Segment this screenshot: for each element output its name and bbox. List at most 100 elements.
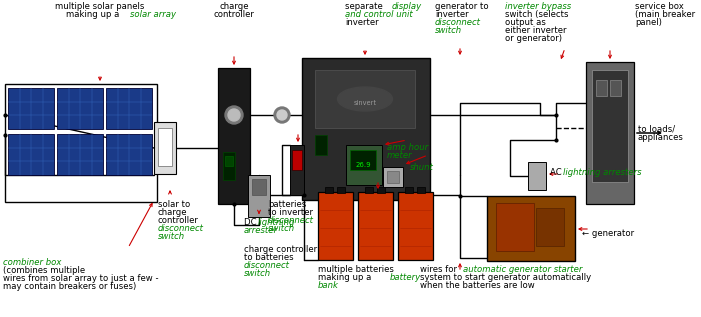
Text: charge: charge [158,208,187,217]
Text: making up a: making up a [318,273,374,282]
Text: making up a: making up a [66,10,122,19]
Text: AC: AC [550,168,564,177]
Text: may contain breakers or fuses): may contain breakers or fuses) [3,282,136,291]
Bar [302,58,430,200]
Text: output as: output as [505,18,546,27]
Bar [405,187,413,193]
Text: solar array: solar array [130,10,176,19]
Bar [318,192,353,260]
Bar [350,150,376,170]
Text: or generator): or generator) [505,34,562,43]
Bar [8,134,54,175]
Text: shunt: shunt [410,163,434,172]
Bar [106,88,152,129]
Bar [387,171,399,183]
Bar [315,70,415,128]
Bar [8,88,54,129]
Text: inverter bypass: inverter bypass [505,2,571,11]
Ellipse shape [337,87,393,111]
Bar [596,80,607,96]
Text: (combines multiple: (combines multiple [3,266,85,275]
Bar [377,187,385,193]
Bar [365,187,373,193]
Text: charge: charge [219,2,249,11]
Text: controller: controller [158,216,199,225]
Bar [248,175,270,217]
Circle shape [228,109,240,121]
Text: switch: switch [244,269,271,278]
Text: bank: bank [318,281,339,290]
Text: disconnect: disconnect [244,261,290,270]
Text: wires for: wires for [420,265,460,274]
Text: switch: switch [268,224,295,233]
Text: panel): panel) [635,18,662,27]
Text: solar to: solar to [158,200,190,209]
Text: controller: controller [214,10,254,19]
Text: separate: separate [345,2,386,11]
Text: 26.9: 26.9 [355,162,371,168]
Text: inverter: inverter [435,10,469,19]
Bar [223,152,235,180]
Text: generator to: generator to [435,2,489,11]
Bar [383,167,403,187]
Text: service box: service box [635,2,683,11]
Bar [398,192,433,260]
Text: wires from solar array to just a few -: wires from solar array to just a few - [3,274,158,283]
Text: to batteries: to batteries [244,253,294,262]
Bar [536,208,564,246]
Bar [592,70,628,182]
Text: switch: switch [158,232,185,241]
Text: battery: battery [390,273,421,282]
Bar [5,84,157,202]
Bar [610,80,621,96]
Text: batteries: batteries [268,200,306,209]
Bar [106,134,152,175]
Text: display: display [392,2,422,11]
Text: to loads/: to loads/ [638,125,675,134]
Text: disconnect: disconnect [268,216,314,225]
Bar [325,187,333,193]
Text: sinvert: sinvert [353,100,376,106]
Text: when the batteries are low: when the batteries are low [420,281,535,290]
Bar [346,145,382,185]
Circle shape [277,110,287,120]
Circle shape [225,106,243,124]
Bar [337,187,345,193]
Bar [487,196,575,261]
Text: arrester: arrester [244,226,278,235]
Bar [57,134,103,175]
Bar [57,88,103,129]
Text: inverter: inverter [345,18,379,27]
Text: DC: DC [244,218,259,227]
Text: to inverter: to inverter [268,208,313,217]
Text: charge controller: charge controller [244,245,317,254]
Text: switch: switch [435,26,462,35]
Text: combiner box: combiner box [3,258,62,267]
Text: (main breaker: (main breaker [635,10,695,19]
Text: disconnect: disconnect [435,18,481,27]
Bar [315,135,327,155]
Bar [358,192,393,260]
Text: multiple solar panels: multiple solar panels [55,2,144,11]
Text: ← generator: ← generator [582,229,634,238]
Bar [528,162,546,190]
Bar [252,179,266,195]
Bar [292,150,302,170]
Text: appliances: appliances [638,133,684,142]
Circle shape [274,107,290,123]
Bar [290,145,304,195]
Text: lightning arresters: lightning arresters [563,168,641,177]
Bar [158,128,172,166]
Text: switch (selects: switch (selects [505,10,569,19]
Text: and control unit: and control unit [345,10,413,19]
Text: meter: meter [387,151,413,160]
Text: automatic generator starter: automatic generator starter [463,265,583,274]
Bar [154,122,176,174]
Text: either inverter: either inverter [505,26,566,35]
Bar [218,68,250,204]
Bar [225,156,233,166]
Text: disconnect: disconnect [158,224,204,233]
Text: system to start generator automatically: system to start generator automatically [420,273,591,282]
Bar [417,187,425,193]
Bar [586,62,634,204]
